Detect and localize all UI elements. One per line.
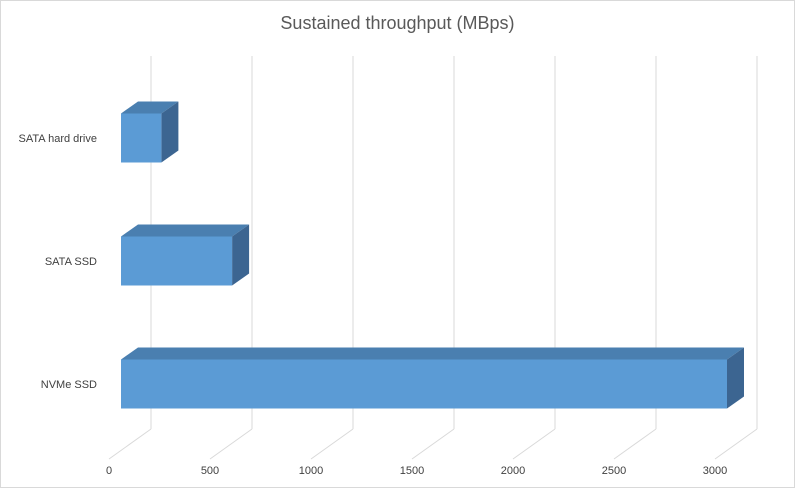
floor-gridline [613, 428, 657, 460]
floor-gridline [411, 428, 455, 460]
bar [121, 359, 727, 409]
bar-side-face [161, 101, 179, 163]
bar [121, 113, 162, 163]
x-tick-label: 0 [106, 465, 112, 477]
bar [121, 236, 233, 286]
x-tick-label: 1000 [299, 465, 323, 477]
x-tick-label: 2500 [602, 465, 626, 477]
bar-side-face [727, 347, 744, 409]
x-tick-label: 1500 [400, 465, 424, 477]
category-label: SATA SSD [45, 256, 97, 268]
bar-top-face [121, 224, 250, 237]
x-tick-label: 500 [201, 465, 219, 477]
category-label: NVMe SSD [41, 379, 97, 391]
bar-top-face [121, 101, 179, 114]
bar-top-face [121, 347, 744, 360]
floor-gridline [209, 428, 253, 460]
bar-side-face [232, 224, 250, 286]
x-tick-label: 2000 [501, 465, 525, 477]
floor-gridline [714, 428, 758, 460]
x-tick-label: 3000 [703, 465, 727, 477]
floor-gridline [108, 428, 152, 460]
category-label: SATA hard drive [19, 133, 97, 145]
label-layer: 0 500 1000 1500 2000 2500 3000 SATA hard drive S… [19, 133, 728, 477]
bar-layer [121, 101, 744, 409]
chart-title: Sustained throughput (MBps) [280, 13, 515, 33]
floor-gridline [512, 428, 556, 460]
floor-gridline [310, 428, 354, 460]
